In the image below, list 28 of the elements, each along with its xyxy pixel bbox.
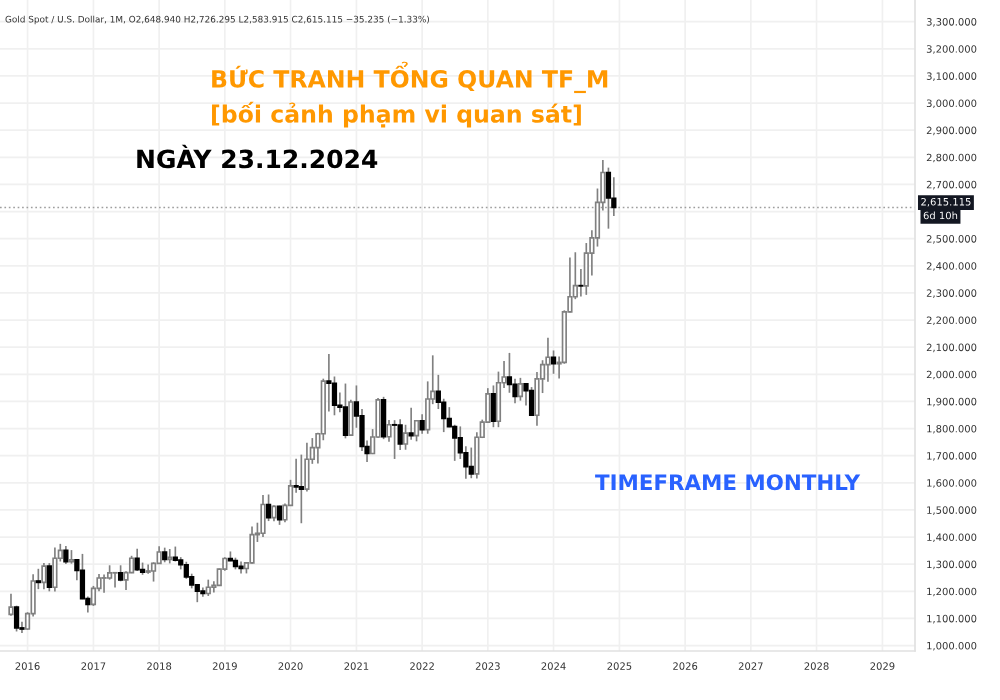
candlestick xyxy=(112,571,118,589)
candlestick xyxy=(408,406,414,441)
text: BỨC TRANH TỔNG QUAN TF_M xyxy=(212,61,608,94)
candlestick xyxy=(517,377,524,402)
candlestick xyxy=(490,384,497,429)
candlestick xyxy=(342,382,349,440)
candlestick xyxy=(391,419,398,460)
annotation: TIMEFRAME MONTHLY xyxy=(595,474,861,491)
candlestick xyxy=(134,547,140,572)
text: [bối cảnh phạm vi quan sát] xyxy=(212,101,581,128)
candlestick xyxy=(452,423,458,462)
candlestick xyxy=(528,386,535,417)
candlestick xyxy=(238,560,244,575)
candlestick xyxy=(249,525,255,565)
candlestick xyxy=(145,563,151,575)
candlestick xyxy=(8,592,14,617)
candlestick xyxy=(298,453,304,525)
candlestick xyxy=(550,349,557,375)
candlestick xyxy=(167,548,173,565)
candlestick xyxy=(52,546,58,593)
candlestick xyxy=(605,166,612,230)
candlestick xyxy=(46,562,52,593)
candlestick xyxy=(41,562,47,590)
annotation: NGÀY 23.12.2024 xyxy=(137,144,378,169)
candlestick xyxy=(101,573,107,594)
candlestick xyxy=(260,494,266,538)
candlestick xyxy=(397,418,403,451)
candlestick xyxy=(380,396,387,440)
